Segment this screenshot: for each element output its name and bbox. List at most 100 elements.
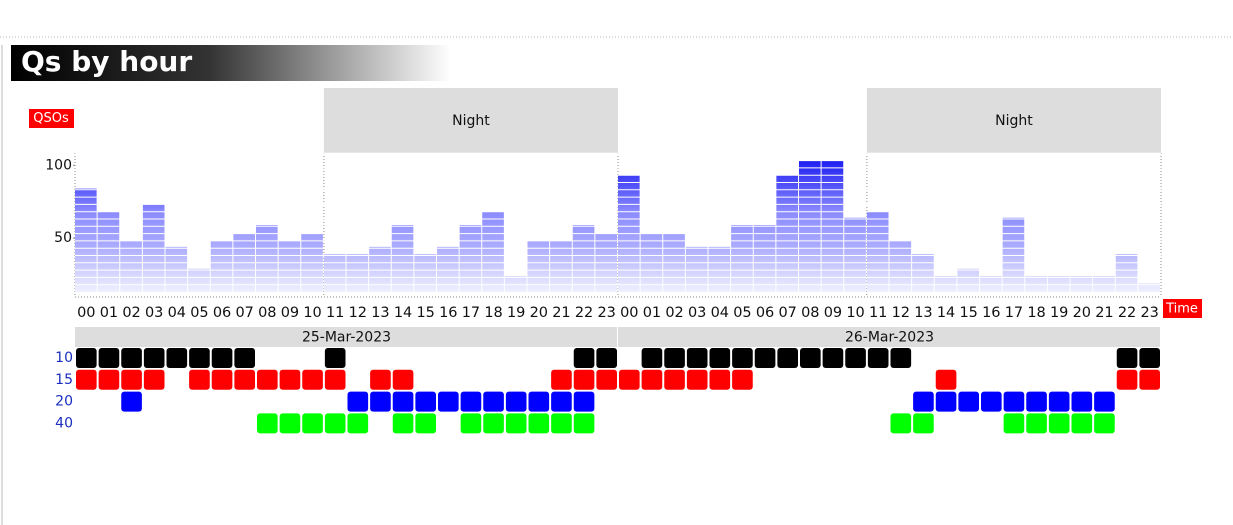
band-cell bbox=[370, 369, 391, 390]
band-cell bbox=[1094, 391, 1115, 412]
band-cell bbox=[302, 369, 323, 390]
band-cell bbox=[528, 391, 550, 412]
bar bbox=[753, 225, 776, 292]
x-tick-label: 04 bbox=[168, 305, 186, 321]
region-label: Night bbox=[995, 113, 1033, 129]
band-cell bbox=[483, 391, 504, 412]
x-tick-label: 12 bbox=[349, 305, 367, 321]
band-cell bbox=[415, 391, 436, 412]
x-tick-label: 09 bbox=[824, 305, 842, 321]
band-cell bbox=[709, 348, 731, 368]
band-cell bbox=[392, 391, 414, 412]
x-tick-label: 22 bbox=[575, 305, 593, 321]
bar bbox=[323, 254, 346, 292]
band-cell bbox=[121, 348, 142, 368]
band-cell bbox=[1048, 413, 1070, 434]
band-cell bbox=[234, 369, 255, 390]
band-cell bbox=[257, 369, 278, 390]
band-label: 10 bbox=[55, 350, 73, 366]
x-tick-label: 07 bbox=[778, 305, 796, 321]
band-cell bbox=[754, 348, 776, 368]
band-cell bbox=[279, 369, 301, 390]
band-cell bbox=[845, 348, 866, 368]
x-tick-label: 08 bbox=[258, 305, 276, 321]
bar bbox=[1047, 275, 1070, 292]
band-cell bbox=[1116, 348, 1138, 368]
x-tick-label: 00 bbox=[620, 305, 638, 321]
bar bbox=[459, 225, 482, 292]
x-tick-label: 15 bbox=[959, 305, 977, 321]
band-cell bbox=[1071, 413, 1093, 434]
band-cell bbox=[1003, 391, 1025, 412]
band-cell bbox=[800, 348, 821, 368]
band-cell bbox=[392, 413, 414, 434]
band-cell bbox=[528, 413, 550, 434]
bar bbox=[75, 188, 97, 292]
title-bg bbox=[11, 45, 451, 81]
bar bbox=[256, 225, 278, 292]
bar bbox=[414, 254, 436, 292]
x-tick-label: 05 bbox=[733, 305, 751, 321]
date-label: 26-Mar-2023 bbox=[845, 330, 934, 346]
band-cell bbox=[257, 413, 278, 434]
bar bbox=[1115, 254, 1138, 292]
bar bbox=[957, 268, 979, 292]
x-tick-label: 03 bbox=[688, 305, 706, 321]
band-cell bbox=[189, 348, 210, 368]
band-cell bbox=[777, 348, 798, 368]
bar bbox=[278, 241, 301, 292]
bar bbox=[844, 217, 866, 292]
band-cell bbox=[121, 391, 142, 412]
band-cell bbox=[166, 348, 188, 368]
band-cell bbox=[370, 391, 391, 412]
bar bbox=[685, 246, 708, 292]
x-tick-label: 05 bbox=[190, 305, 208, 321]
band-cell bbox=[438, 391, 459, 412]
band-cell bbox=[98, 369, 120, 390]
band-cell bbox=[324, 413, 346, 434]
bar bbox=[1025, 275, 1047, 292]
x-tick-label: 22 bbox=[1118, 305, 1136, 321]
band-label: 20 bbox=[55, 394, 73, 410]
bar bbox=[527, 241, 550, 292]
x-tick-label: 13 bbox=[914, 305, 932, 321]
band-cell bbox=[1026, 413, 1047, 434]
x-tick-label: 07 bbox=[235, 305, 253, 321]
band-cell bbox=[732, 369, 753, 390]
x-tick-label: 02 bbox=[665, 305, 683, 321]
band-cell bbox=[324, 369, 346, 390]
y-tick-label: 50 bbox=[54, 230, 72, 246]
band-cell bbox=[596, 369, 617, 390]
x-tick-label: 04 bbox=[711, 305, 729, 321]
y-label-bg bbox=[29, 109, 74, 128]
bar bbox=[550, 241, 572, 292]
x-tick-label: 09 bbox=[281, 305, 299, 321]
band-cell bbox=[935, 369, 957, 390]
band-cell bbox=[302, 413, 323, 434]
y-tick-label: 100 bbox=[45, 157, 72, 173]
band-cell bbox=[573, 369, 595, 390]
band-cell bbox=[347, 413, 369, 434]
x-tick-label: 11 bbox=[869, 305, 887, 321]
x-tick-label: 23 bbox=[597, 305, 615, 321]
x-tick-label: 08 bbox=[801, 305, 819, 321]
band-cell bbox=[573, 348, 595, 368]
x-tick-label: 01 bbox=[643, 305, 661, 321]
bar bbox=[369, 246, 391, 292]
band-cell bbox=[890, 348, 912, 368]
band-cell bbox=[551, 413, 572, 434]
bar bbox=[934, 275, 957, 292]
x-tick-label: 10 bbox=[303, 305, 321, 321]
band-cell bbox=[76, 369, 97, 390]
band-cell bbox=[664, 348, 685, 368]
band-cell bbox=[324, 348, 346, 368]
band-cell bbox=[505, 391, 527, 412]
band-cell bbox=[732, 348, 753, 368]
band-cell bbox=[347, 391, 369, 412]
x-tick-label: 12 bbox=[892, 305, 910, 321]
band-cell bbox=[935, 391, 957, 412]
bar bbox=[1070, 275, 1093, 292]
band-cell bbox=[596, 348, 617, 368]
